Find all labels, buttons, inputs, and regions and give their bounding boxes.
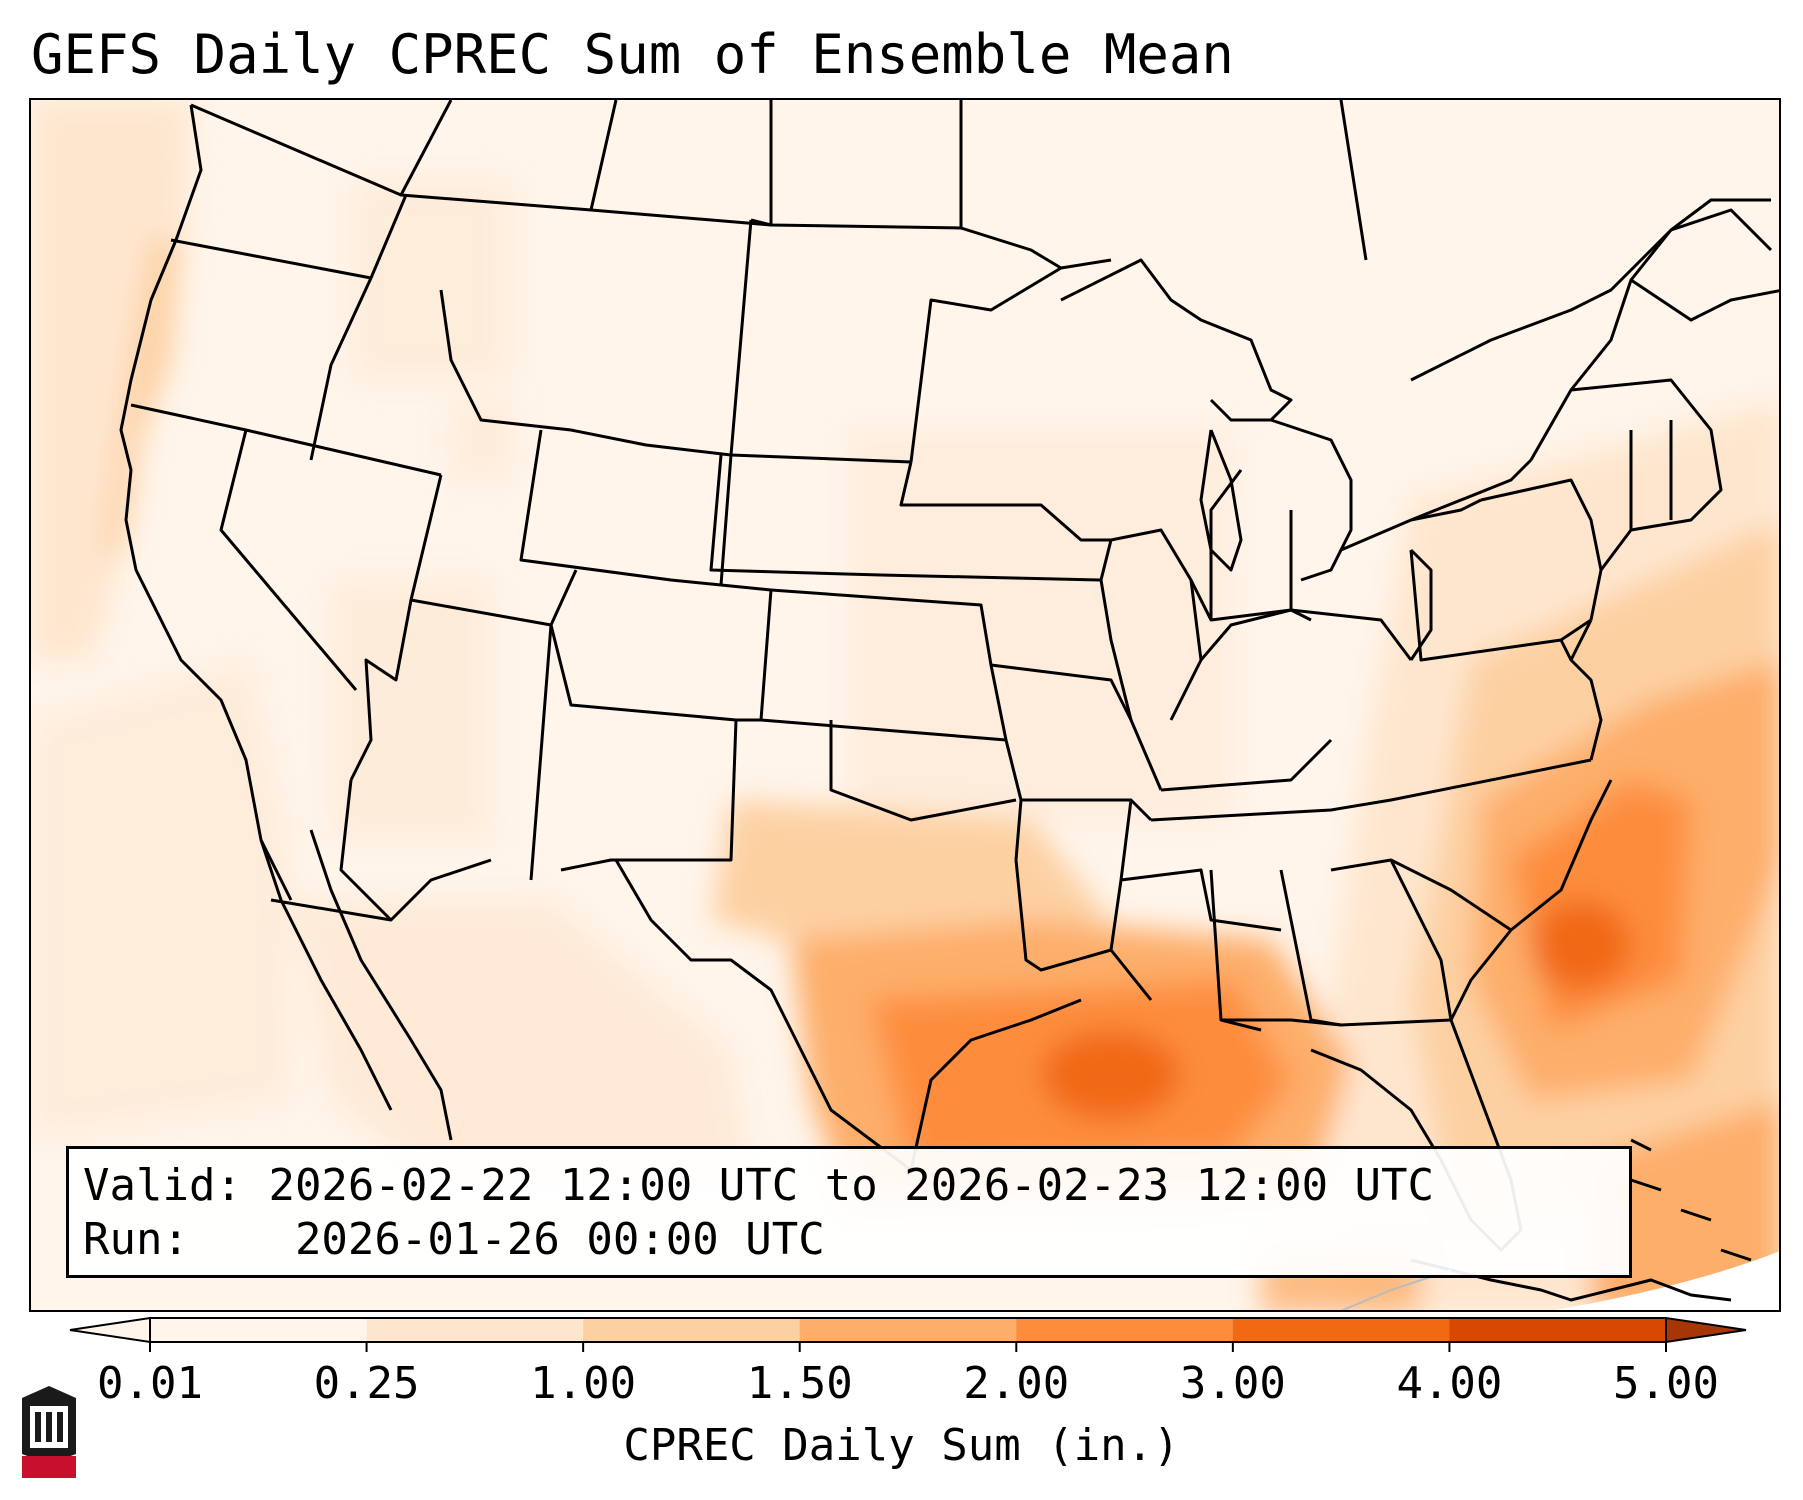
colorbar-tick-label: 0.25 — [313, 1358, 420, 1409]
colorbar-segment — [799, 1318, 1017, 1342]
colorbar-label: CPREC Daily Sum (in.) — [623, 1420, 1180, 1471]
map-svg — [31, 100, 1779, 1310]
colorbar-extend-high — [1665, 1316, 1747, 1344]
colorbar-segment — [150, 1318, 368, 1342]
colorbar-segment — [583, 1318, 801, 1342]
valid-label: Valid: — [83, 1160, 242, 1211]
colorbar-segment — [366, 1318, 584, 1342]
map-title: GEFS Daily CPREC Sum of Ensemble Mean — [31, 23, 1234, 86]
colorbar-segment — [1016, 1318, 1234, 1342]
us-canada-border — [190, 103, 1112, 270]
niu-logo — [22, 1386, 76, 1478]
colorbar-tick-label: 0.01 — [97, 1358, 203, 1409]
run-label: Run: — [83, 1214, 189, 1265]
colorbar-tick-label: 1.50 — [746, 1358, 853, 1409]
pacific-coastline — [119, 104, 393, 1111]
colorbar-segments — [69, 1316, 1747, 1344]
colorbar-ticks — [149, 1342, 1667, 1352]
colorbar-segment — [1232, 1318, 1450, 1342]
colorbar-extend-low — [69, 1316, 151, 1344]
colorbar-border — [149, 1317, 1667, 1343]
valid-run-info-box: Valid: 2026-02-22 12:00 UTC to 2026-02-2… — [66, 1146, 1632, 1278]
colorbar-tick-label: 4.00 — [1396, 1358, 1503, 1409]
boundary-lines — [119, 100, 1779, 1302]
precip-shading — [31, 100, 1779, 1310]
colorbar-tick-label: 1.00 — [530, 1358, 637, 1409]
precipitation-map — [29, 98, 1781, 1312]
colorbar-segment — [1449, 1318, 1667, 1342]
colorbar-tick-label: 3.00 — [1179, 1358, 1286, 1409]
run-time: 2026-01-26 00:00 UTC — [294, 1214, 825, 1265]
valid-time-range: 2026-02-22 12:00 UTC to 2026-02-23 12:00… — [268, 1160, 1435, 1211]
colorbar-tick-label: 5.00 — [1613, 1358, 1719, 1409]
colorbar — [69, 1316, 1747, 1352]
colorbar-tick-label: 2.00 — [963, 1358, 1070, 1409]
